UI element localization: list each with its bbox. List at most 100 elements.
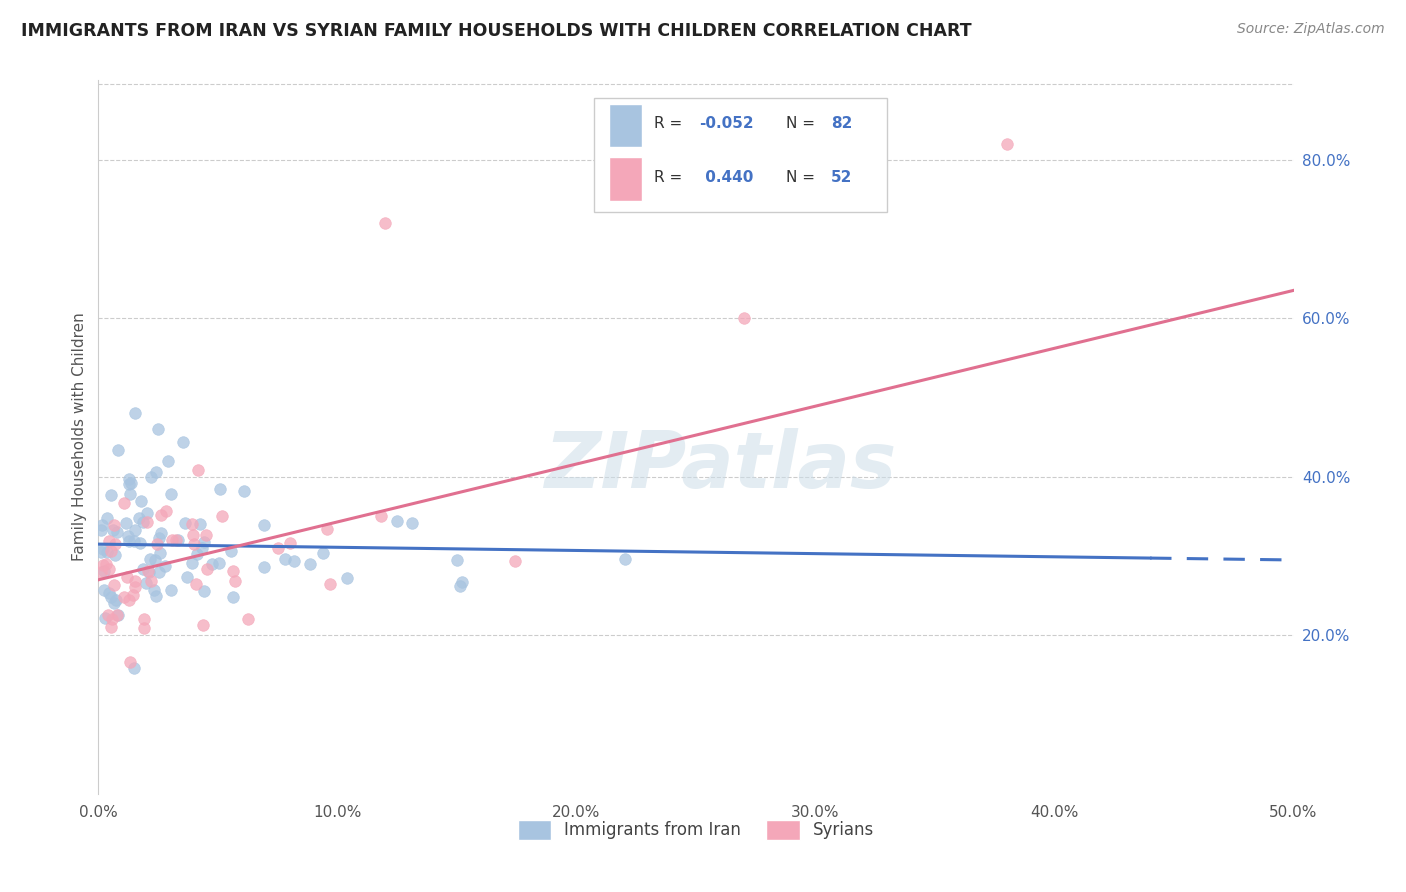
Point <box>122 589 145 603</box>
Point <box>105 608 128 623</box>
Text: N =: N = <box>786 116 820 131</box>
Point <box>91 558 114 572</box>
Point <box>148 566 170 580</box>
Point <box>173 516 195 530</box>
Point <box>236 612 259 626</box>
Point <box>94 558 117 572</box>
Point <box>319 576 342 591</box>
Point <box>100 590 122 604</box>
Text: R =: R = <box>654 116 688 131</box>
Point <box>129 535 152 549</box>
Point <box>141 574 163 588</box>
Point <box>193 584 215 599</box>
Point <box>148 531 170 545</box>
Point <box>104 537 127 551</box>
Point <box>253 560 276 574</box>
Point <box>193 618 215 632</box>
Point <box>90 517 112 532</box>
Point <box>145 465 167 479</box>
Text: Source: ZipAtlas.com: Source: ZipAtlas.com <box>1237 22 1385 37</box>
Point <box>184 577 207 591</box>
Point <box>183 537 205 551</box>
Point <box>124 580 146 594</box>
Point <box>159 487 181 501</box>
Point <box>91 541 114 556</box>
Point <box>155 504 177 518</box>
Point <box>283 553 305 567</box>
Point <box>122 660 145 674</box>
Point <box>160 533 183 547</box>
Text: N =: N = <box>786 169 820 185</box>
Point <box>336 571 359 585</box>
Point <box>298 557 321 571</box>
Point <box>124 406 146 420</box>
Point <box>165 533 187 548</box>
Point <box>187 463 209 477</box>
Point <box>149 546 172 560</box>
Point <box>135 575 157 590</box>
Point <box>128 511 150 525</box>
Point <box>134 621 156 635</box>
Point <box>136 516 159 530</box>
Point <box>219 543 242 558</box>
Point <box>195 561 218 575</box>
Point <box>132 515 155 529</box>
Point <box>387 514 409 528</box>
Point <box>93 582 115 597</box>
Text: 82: 82 <box>831 116 852 131</box>
Point <box>103 517 125 532</box>
FancyBboxPatch shape <box>595 98 887 212</box>
Point <box>105 524 128 539</box>
Point <box>224 574 246 588</box>
Point <box>312 546 335 560</box>
Point <box>100 544 122 558</box>
Point <box>401 516 423 530</box>
Point <box>97 607 120 622</box>
Point <box>172 435 194 450</box>
Point <box>145 537 167 551</box>
Point <box>614 552 637 566</box>
Text: R =: R = <box>654 169 688 185</box>
Point <box>232 483 254 498</box>
Point <box>195 528 218 542</box>
Text: ZIPatlas: ZIPatlas <box>544 427 896 504</box>
Point <box>139 551 162 566</box>
Point <box>96 511 118 525</box>
Point <box>145 590 167 604</box>
Y-axis label: Family Households with Children: Family Households with Children <box>72 313 87 561</box>
Point <box>446 553 468 567</box>
Point <box>118 472 141 486</box>
Point <box>114 496 136 510</box>
Point <box>188 516 211 531</box>
Point <box>181 528 204 542</box>
Point <box>315 522 337 536</box>
Point <box>132 562 155 576</box>
Point <box>103 578 125 592</box>
Point <box>153 558 176 573</box>
Point <box>267 541 290 556</box>
Bar <box>609 158 643 201</box>
Point <box>143 553 166 567</box>
Point <box>96 545 118 559</box>
Point <box>107 442 129 457</box>
Point <box>149 508 172 523</box>
Point <box>107 608 129 623</box>
Bar <box>609 103 643 147</box>
Point <box>143 582 166 597</box>
Text: 52: 52 <box>831 169 852 185</box>
Point <box>122 534 145 549</box>
Point <box>733 311 755 326</box>
Point <box>118 592 141 607</box>
Legend: Immigrants from Iran, Syrians: Immigrants from Iran, Syrians <box>510 814 882 847</box>
Text: -0.052: -0.052 <box>700 116 754 131</box>
Point <box>995 136 1018 151</box>
Point <box>374 216 396 230</box>
Point <box>112 591 135 605</box>
Point <box>94 611 117 625</box>
Point <box>100 488 122 502</box>
Point <box>156 453 179 467</box>
Point <box>118 533 141 548</box>
Point <box>166 533 188 547</box>
Point <box>93 564 115 578</box>
Point <box>181 516 204 531</box>
